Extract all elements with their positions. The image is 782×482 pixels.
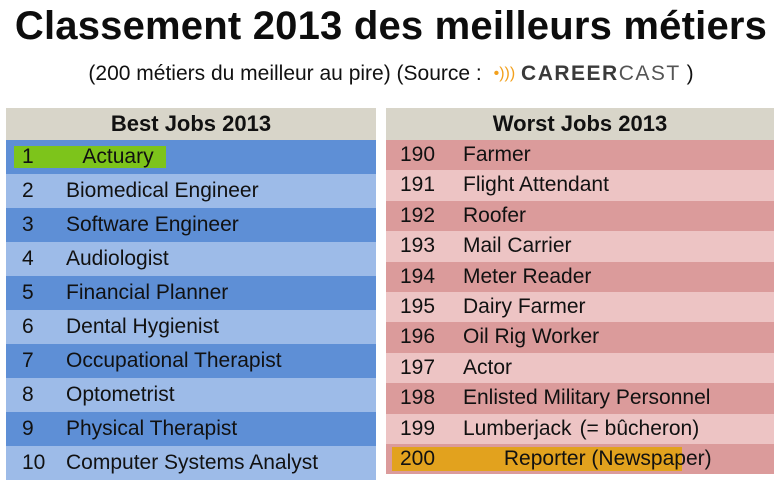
rank: 192 xyxy=(400,203,436,227)
rank: 9 xyxy=(22,417,34,440)
rank: 1 xyxy=(22,145,34,168)
rank: 199 xyxy=(400,416,436,440)
table-row: 3 Software Engineer xyxy=(6,208,376,242)
rank: 10 xyxy=(22,451,46,474)
worst-jobs-table: Worst Jobs 2013 190 Farmer 191 Flight At… xyxy=(386,108,774,475)
page-subtitle: (200 métiers du meilleur au pire) (Sourc… xyxy=(0,62,782,86)
job-title: Biomedical Engineer xyxy=(66,179,259,202)
table-row: 198 Enlisted Military Personnel xyxy=(386,383,774,414)
job-name: Lumberjack xyxy=(463,416,572,440)
rank: 191 xyxy=(400,173,436,197)
table-row: 191 Flight Attendant xyxy=(386,170,774,201)
job-title: Farmer xyxy=(463,143,531,166)
table-row: 195 Dairy Farmer xyxy=(386,291,774,323)
job-title: Enlisted Military Personnel xyxy=(463,386,711,410)
job-title: Audiologist xyxy=(66,247,169,270)
rank: 200 xyxy=(400,446,436,470)
table-row: 10 Computer Systems Analyst xyxy=(6,446,376,480)
table-row: 197 Actor xyxy=(386,352,774,384)
job-title: Dairy Farmer xyxy=(463,294,586,318)
job-title: Computer Systems Analyst xyxy=(66,451,319,474)
job-title: Software Engineer xyxy=(66,213,239,236)
job-title: Optometrist xyxy=(66,383,175,406)
job-title: Occupational Therapist xyxy=(66,349,282,372)
table-row: 9 Physical Therapist xyxy=(6,412,376,446)
rank: 193 xyxy=(400,234,436,258)
signal-waves-icon: •))) xyxy=(493,65,516,82)
table-row: 196 Oil Rig Worker xyxy=(386,322,774,353)
table-row: 199 Lumberjack (= bûcheron) xyxy=(386,413,774,444)
rank: 2 xyxy=(22,179,34,202)
rank: 7 xyxy=(22,349,34,372)
careercast-logo: •))) CAREERCAST xyxy=(494,62,681,86)
subtitle-close: ) xyxy=(686,62,694,85)
job-title: Reporter (Newspaper) xyxy=(503,446,712,470)
job-title: Financial Planner xyxy=(66,281,229,304)
best-jobs-table: Best Jobs 2013 1 Actuary 2 Biomedical En… xyxy=(6,108,376,480)
brand-part1: CAREER xyxy=(521,62,619,85)
subtitle-text: (200 métiers du meilleur au pire) (Sourc… xyxy=(88,62,482,85)
rank: 197 xyxy=(400,355,436,379)
job-title: Dental Hygienist xyxy=(66,315,219,338)
table-row: 193 Mail Carrier xyxy=(386,231,774,262)
table-row: 7 Occupational Therapist xyxy=(6,344,376,378)
translation-note: (= bûcheron) xyxy=(579,416,700,440)
highlight-marker xyxy=(14,146,166,168)
rank: 198 xyxy=(400,386,436,410)
job-title: Oil Rig Worker xyxy=(463,325,600,349)
table-row: 6 Dental Hygienist xyxy=(6,310,376,344)
table-row: 194 Meter Reader xyxy=(386,261,774,292)
table-row: 200 Reporter (Newspaper) xyxy=(386,443,774,475)
job-title: Flight Attendant xyxy=(463,173,609,197)
job-title: Actuary xyxy=(82,145,154,168)
rank: 5 xyxy=(22,281,34,304)
best-jobs-header: Best Jobs 2013 xyxy=(6,108,376,140)
job-title: Mail Carrier xyxy=(463,234,572,258)
job-title: Meter Reader xyxy=(463,264,592,288)
highlight-marker xyxy=(392,446,682,471)
rank: 8 xyxy=(22,383,34,406)
rank: 190 xyxy=(400,143,436,166)
job-title: Actor xyxy=(463,355,513,379)
table-row: 5 Financial Planner xyxy=(6,276,376,310)
page-title: Classement 2013 des meilleurs métiers xyxy=(14,4,768,48)
brand-part2: CAST xyxy=(618,62,681,85)
rank: 3 xyxy=(22,213,34,236)
rank: 4 xyxy=(22,247,34,270)
table-row: 4 Audiologist xyxy=(6,242,376,276)
table-row: 190 Farmer xyxy=(386,140,774,171)
rank: 196 xyxy=(400,325,436,349)
job-title: Physical Therapist xyxy=(66,417,238,440)
worst-jobs-header: Worst Jobs 2013 xyxy=(386,108,774,140)
table-row: 192 Roofer xyxy=(386,200,774,232)
rank: 195 xyxy=(400,294,436,318)
job-title: Roofer xyxy=(463,203,527,227)
job-title: Lumberjack (= bûcheron) xyxy=(463,414,699,444)
rank: 194 xyxy=(400,264,436,288)
table-row: 2 Biomedical Engineer xyxy=(6,174,376,208)
rank: 6 xyxy=(22,315,34,338)
table-row: 8 Optometrist xyxy=(6,378,376,412)
table-row: 1 Actuary xyxy=(6,140,376,174)
